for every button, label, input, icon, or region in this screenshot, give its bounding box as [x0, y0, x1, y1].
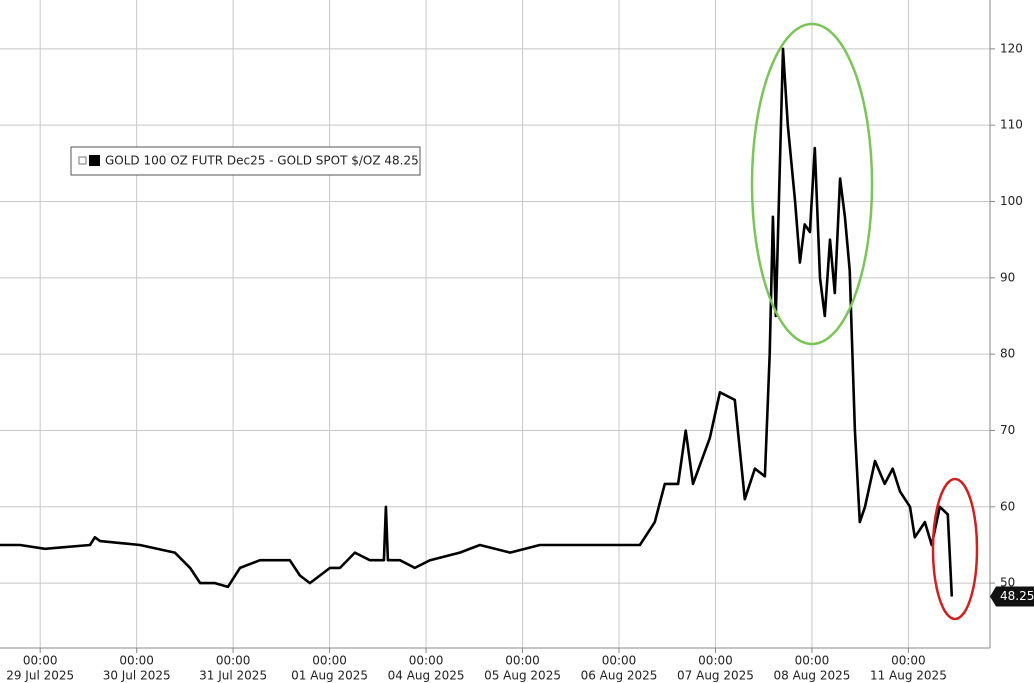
legend-box — [70, 146, 421, 176]
y-tick-label: 60 — [1000, 499, 1015, 513]
x-date-label: 31 Jul 2025 — [199, 669, 267, 683]
y-tick-label: 100 — [1000, 194, 1023, 208]
x-date-label: 05 Aug 2025 — [484, 669, 561, 683]
series-line — [0, 47, 954, 597]
y-tick-label: 80 — [1000, 347, 1015, 361]
x-date-label: 01 Aug 2025 — [291, 669, 368, 683]
x-date-label: 30 Jul 2025 — [103, 669, 171, 683]
legend-toggle — [78, 156, 87, 165]
legend-label: GOLD 100 OZ FUTR Dec25 - GOLD SPOT $/OZ … — [105, 154, 419, 168]
y-tick-label: 110 — [1000, 118, 1023, 132]
x-tick-label: 00:00 — [698, 654, 733, 668]
x-tick-label: 00:00 — [795, 654, 830, 668]
x-date-label: 04 Aug 2025 — [388, 669, 465, 683]
x-date-label: 11 Aug 2025 — [870, 669, 947, 683]
legend: GOLD 100 OZ FUTR Dec25 - GOLD SPOT $/OZ … — [70, 146, 421, 176]
x-tick-label: 00:00 — [505, 654, 540, 668]
highlight-ellipse — [750, 22, 874, 346]
last-value-box — [990, 586, 1034, 607]
x-date-label: 29 Jul 2025 — [6, 669, 74, 683]
y-tick-label: 50 — [1000, 576, 1015, 590]
x-date-label: 07 Aug 2025 — [677, 669, 754, 683]
x-tick-label: 00:00 — [216, 654, 251, 668]
x-tick-label: 00:00 — [602, 654, 637, 668]
y-tick-label: 70 — [1000, 423, 1015, 437]
highlight-ellipse — [931, 477, 979, 621]
y-tick-label: 120 — [1000, 41, 1023, 55]
x-tick-label: 00:00 — [891, 654, 926, 668]
y-tick-label: 90 — [1000, 270, 1015, 284]
x-date-label: 08 Aug 2025 — [773, 669, 850, 683]
legend-swatch — [89, 155, 100, 166]
x-tick-label: 00:00 — [23, 654, 58, 668]
x-tick-label: 00:00 — [409, 654, 444, 668]
last-value-label: 48.25 — [1000, 589, 1034, 603]
x-tick-label: 00:00 — [119, 654, 154, 668]
x-tick-label: 00:00 — [312, 654, 347, 668]
plot — [0, 47, 954, 597]
grid — [0, 0, 990, 648]
x-date-label: 06 Aug 2025 — [581, 669, 658, 683]
